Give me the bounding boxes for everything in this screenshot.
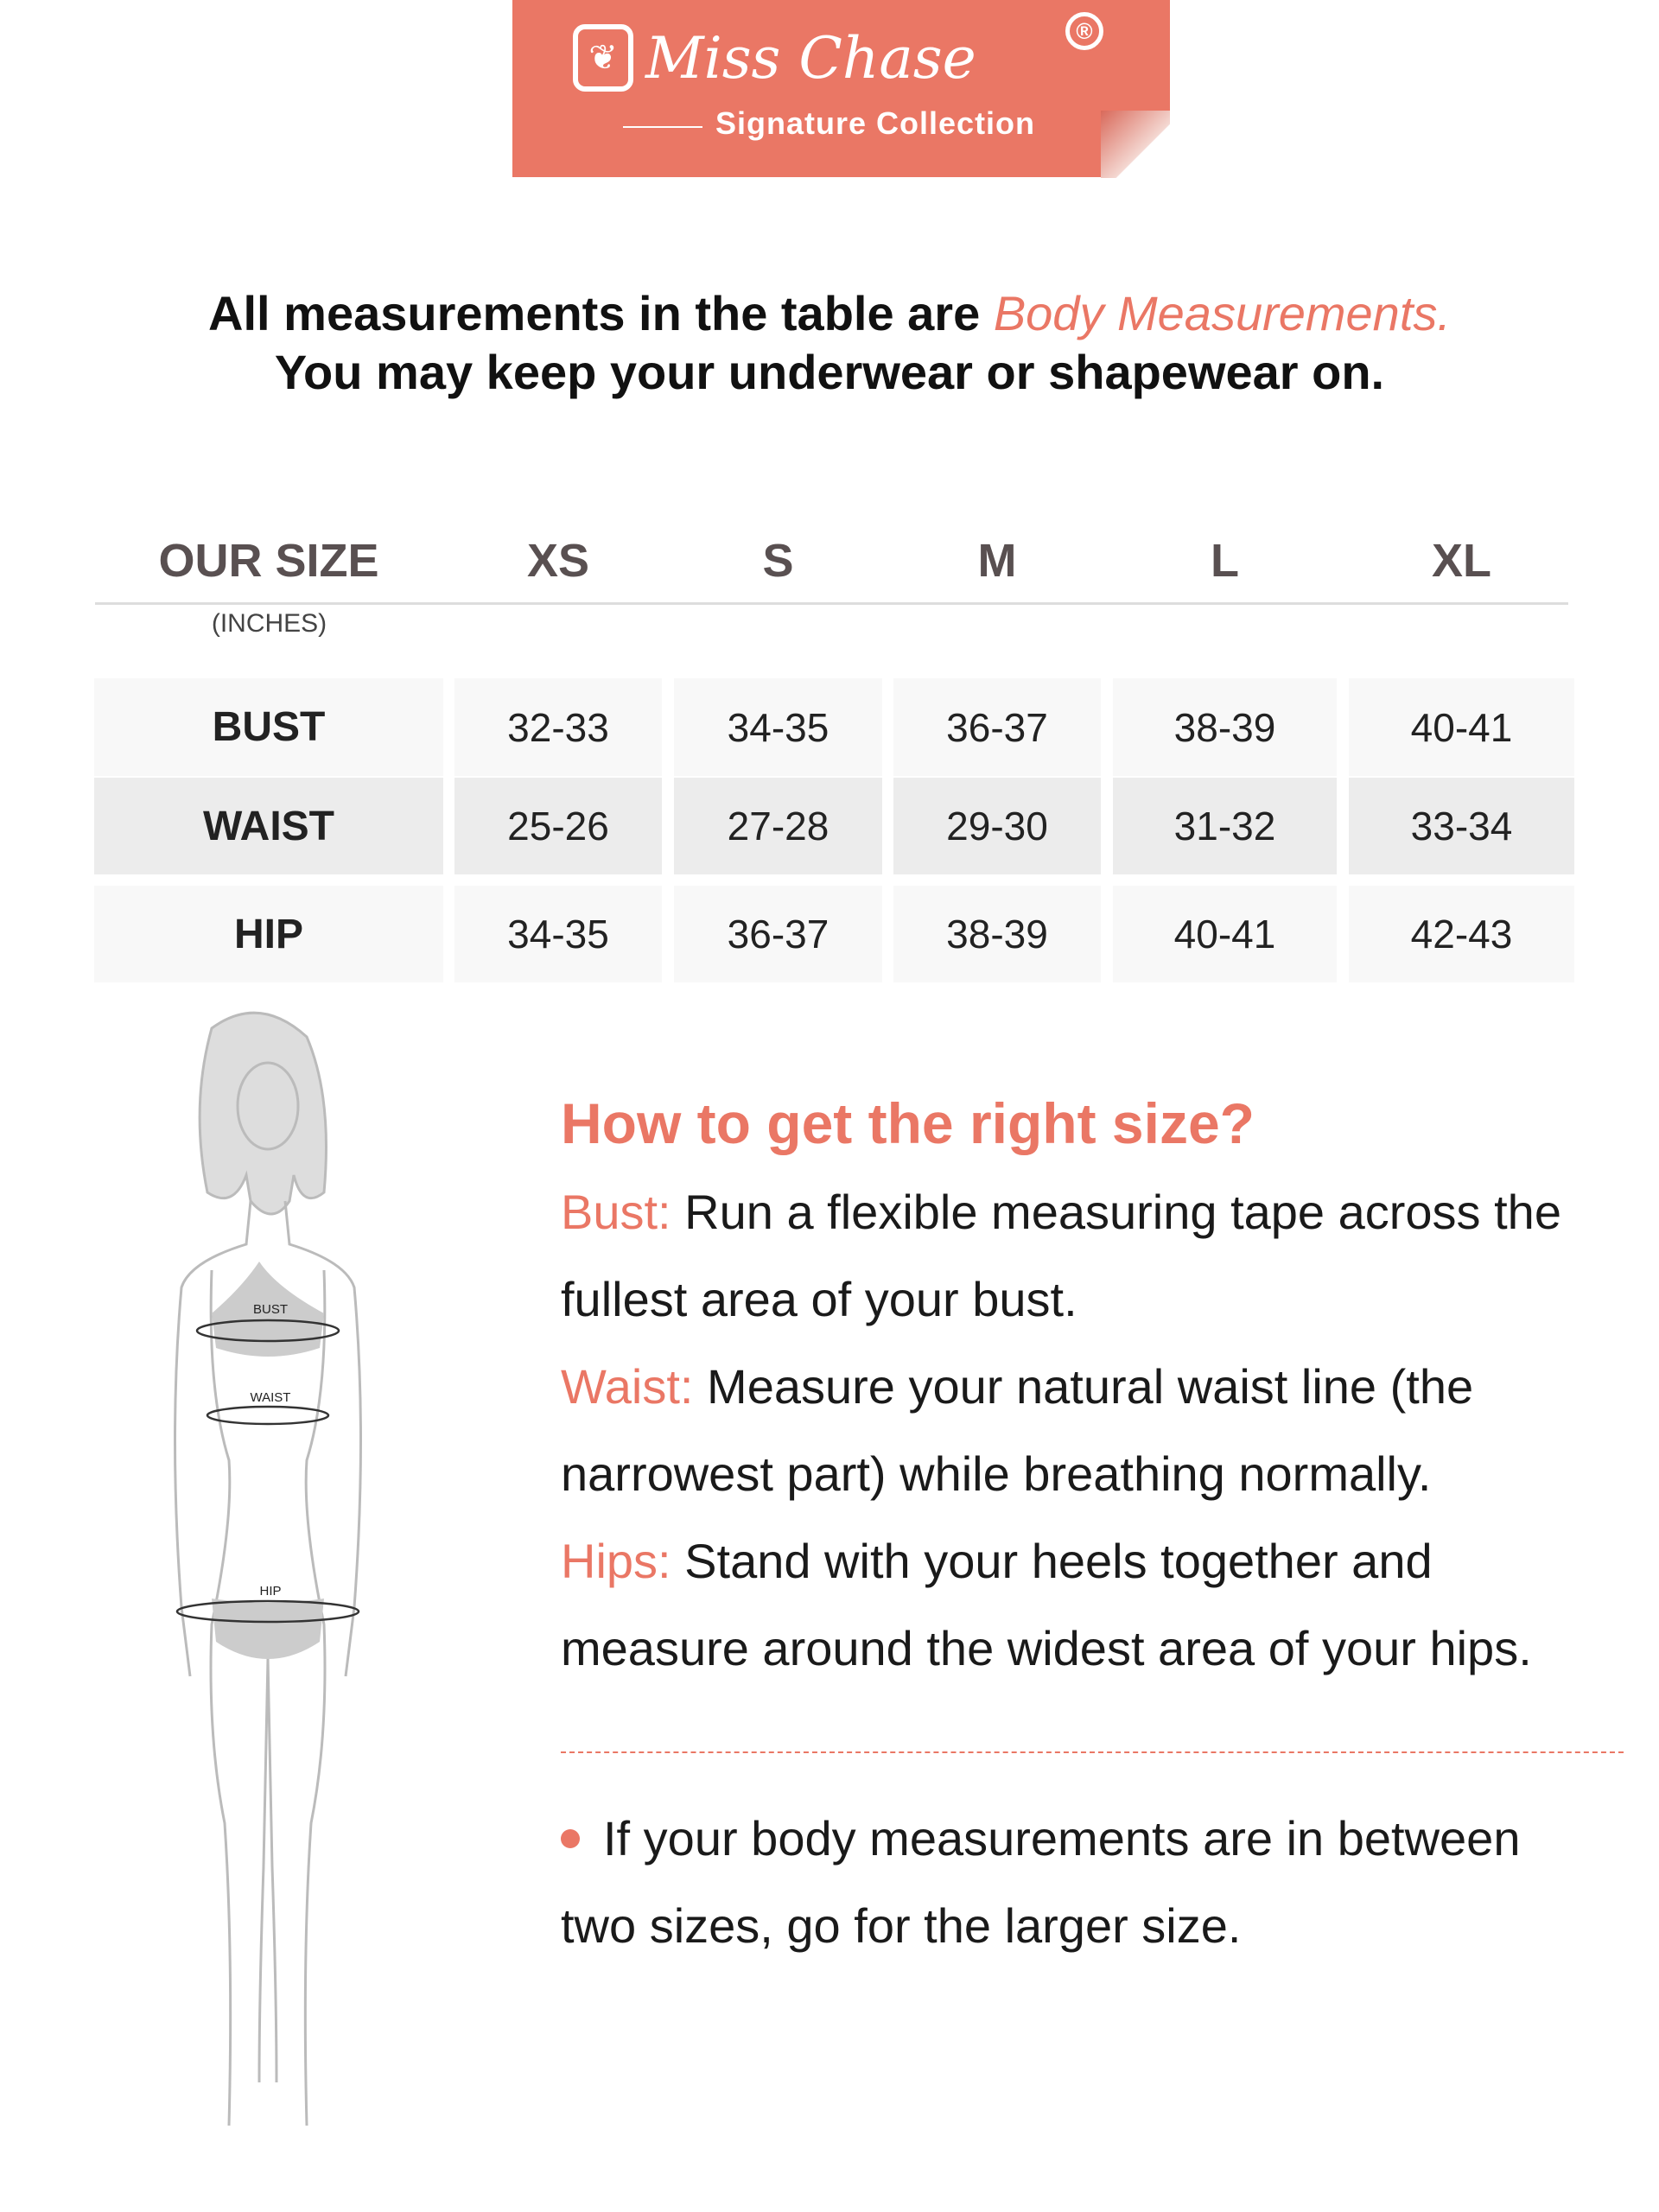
guide-title: How to get the right size? [561,1091,1255,1155]
row-label-bust: BUST [94,678,443,776]
divider [623,126,702,128]
header-size-l: L [1211,535,1239,587]
header-size-xl: XL [1431,535,1491,587]
row-label-waist: WAIST [94,778,443,874]
figure-label-bust: BUST [253,1302,288,1317]
guide-text-continued: narrowest part) while breathing normally… [561,1446,1432,1501]
tip-line-1: If your body measurements are in between [603,1811,1521,1866]
intro-text: All measurements in the table are [208,286,994,340]
guide-text: Stand with your heels together and [671,1534,1433,1588]
header-rule [95,602,1568,605]
row-label-hip: HIP [94,886,443,982]
brand-name: Miss Chase [645,24,976,92]
guide-text-continued: measure around the widest area of your h… [561,1621,1532,1675]
tip-line-2: two sizes, go for the larger size. [561,1898,1242,1953]
collection-name: Signature Collection [715,105,1036,141]
table-cell: 40-41 [1113,886,1337,982]
guide-text-continued: fullest area of your bust. [561,1272,1077,1326]
table-cell: 33-34 [1349,778,1574,874]
unit-label: (INCHES) [211,609,327,638]
intro-line-1: All measurements in the table are Body M… [0,285,1659,341]
header-our-size: OUR SIZE [158,535,379,587]
guide-item-hips: Hips: Stand with your heels together and [561,1533,1433,1589]
table-cell: 38-39 [893,886,1101,982]
brand-logo: ❦ Miss Chase [573,24,976,92]
guide-key: Waist: [561,1359,694,1414]
table-cell: 27-28 [674,778,882,874]
table-cell: 32-33 [454,678,662,776]
table-cell: 36-37 [893,678,1101,776]
figure-label-hip: HIP [259,1584,281,1599]
table-cell: 34-35 [674,678,882,776]
body-figure-illustration: BUST WAIST HIP [174,1011,362,2126]
intro-line-2: You may keep your underwear or shapewear… [274,345,1385,399]
table-cell: 25-26 [454,778,662,874]
guide-item-bust: Bust: Run a flexible measuring tape acro… [561,1184,1561,1240]
table-cell: 38-39 [1113,678,1337,776]
guide-key: Hips: [561,1534,671,1588]
brand-banner: ❦ Miss Chase ® Signature Collection [512,0,1170,178]
table-cell: 34-35 [454,886,662,982]
bullet-dot-icon [561,1829,580,1848]
intro-highlight: Body Measurements. [993,286,1451,340]
table-cell: 31-32 [1113,778,1337,874]
table-cell: 42-43 [1349,886,1574,982]
dashed-divider [561,1751,1624,1753]
registered-mark: ® [1065,12,1103,50]
header-size-s: S [762,535,794,587]
table-cell: 40-41 [1349,678,1574,776]
table-cell: 36-37 [674,886,882,982]
guide-key: Bust: [561,1185,671,1239]
guide-text: Run a flexible measuring tape across the [671,1185,1561,1239]
header-size-m: M [977,535,1017,587]
guide-item-waist: Waist: Measure your natural waist line (… [561,1358,1473,1414]
butterfly-icon: ❦ [573,24,633,92]
page-fold-corner [1101,111,1170,178]
table-cell: 29-30 [893,778,1101,874]
guide-text: Measure your natural waist line (the [693,1359,1474,1414]
header-size-xs: XS [526,535,590,587]
figure-label-waist: WAIST [251,1390,291,1405]
